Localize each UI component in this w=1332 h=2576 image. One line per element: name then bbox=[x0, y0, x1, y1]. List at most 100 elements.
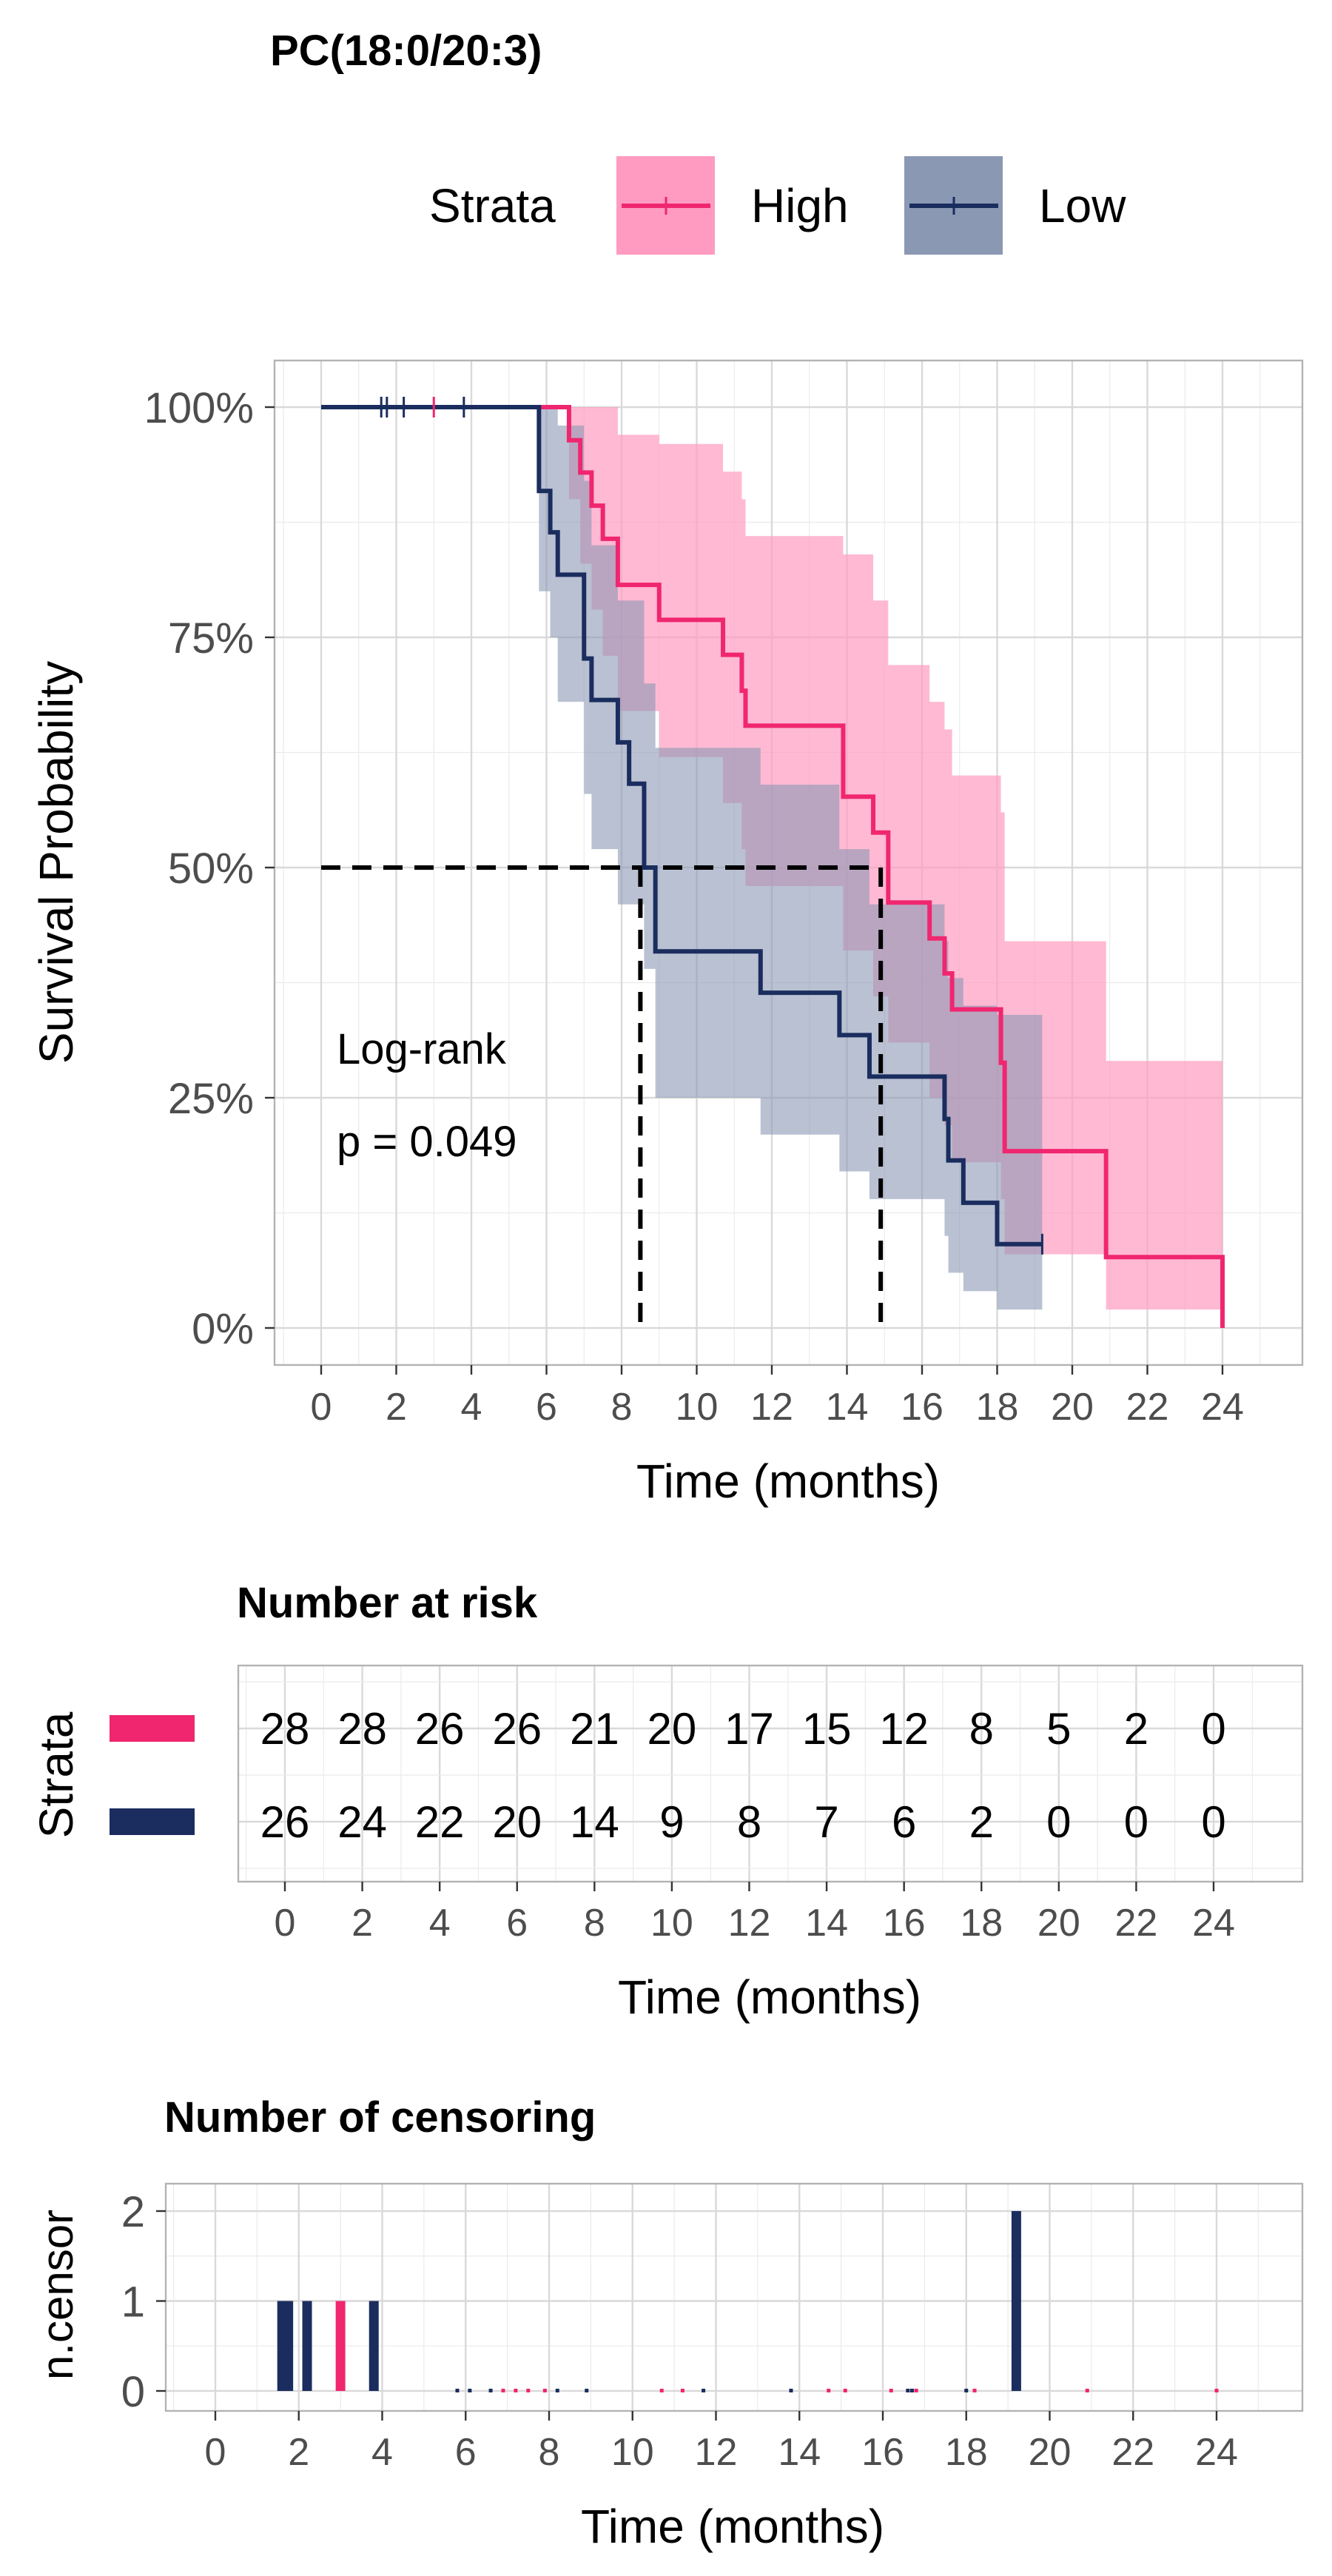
censor-bar-high bbox=[972, 2389, 977, 2392]
censor-bar-low bbox=[702, 2389, 706, 2392]
censor-bar-low bbox=[909, 2389, 914, 2392]
risk-cell-high: 26 bbox=[492, 1704, 542, 1754]
censor-bar-high bbox=[514, 2389, 518, 2392]
censor-bar-low bbox=[906, 2389, 910, 2392]
risk-title: Number at risk bbox=[237, 1579, 538, 1627]
risk-cell-high: 15 bbox=[802, 1704, 852, 1754]
censor-bar-low bbox=[369, 2301, 379, 2391]
risk-cell-high: 21 bbox=[570, 1704, 619, 1754]
risk-x-tick-label: 0 bbox=[275, 1902, 296, 1945]
censor-bar-low bbox=[302, 2301, 312, 2391]
risk-key-high bbox=[110, 1715, 195, 1742]
censor-x-tick-label: 20 bbox=[1029, 2431, 1072, 2474]
censor-x-tick-label: 0 bbox=[205, 2431, 226, 2474]
km-x-tick-label: 24 bbox=[1201, 1386, 1244, 1429]
km-confidence-bands bbox=[321, 407, 1222, 1310]
risk-x-tick-label: 12 bbox=[728, 1902, 771, 1945]
censor-y-label: n.censor bbox=[33, 2210, 82, 2380]
annotation-pvalue: p = 0.049 bbox=[337, 1118, 517, 1166]
risk-cell-low: 24 bbox=[337, 1797, 387, 1847]
censor-bar-high bbox=[542, 2389, 547, 2392]
risk-axes: 0 2 4 6 8 10 12 14 16 18 20 22 24 bbox=[275, 1882, 1235, 1945]
censor-x-tick-label: 24 bbox=[1195, 2431, 1238, 2474]
censor-bar-low bbox=[488, 2389, 493, 2392]
risk-x-tick-label: 2 bbox=[352, 1902, 373, 1945]
km-y-tick-label: 100% bbox=[144, 384, 254, 432]
risk-cell-high: 2 bbox=[1124, 1704, 1148, 1754]
censor-y-tick-label: 0 bbox=[121, 2368, 145, 2416]
km-curves bbox=[321, 405, 1225, 1328]
risk-x-tick-label: 22 bbox=[1114, 1902, 1157, 1945]
km-x-tick-label: 18 bbox=[976, 1386, 1019, 1429]
km-x-tick-label: 6 bbox=[536, 1386, 557, 1429]
legend-title: Strata bbox=[429, 179, 556, 232]
ci-band-low bbox=[321, 407, 1043, 1310]
risk-cell-low: 8 bbox=[737, 1797, 761, 1847]
risk-cell-high: 17 bbox=[724, 1704, 774, 1754]
censor-x-tick-label: 6 bbox=[455, 2431, 477, 2474]
risk-cells: 28 28 26 26 21 20 17 15 12 8 5 2 026 24 22 20 14 9 8 7 6 2 0 0 0 bbox=[260, 1704, 1226, 1847]
censor-bar-high bbox=[1214, 2389, 1219, 2392]
censor-x-tick-label: 8 bbox=[539, 2431, 560, 2474]
risk-x-tick-label: 20 bbox=[1037, 1902, 1080, 1945]
censor-bar-high bbox=[914, 2389, 918, 2392]
risk-cell-high: 20 bbox=[648, 1704, 697, 1754]
censor-x-tick-label: 18 bbox=[945, 2431, 988, 2474]
km-x-tick-label: 4 bbox=[461, 1386, 482, 1429]
censor-bar-low bbox=[585, 2389, 589, 2392]
risk-x-tick-label: 24 bbox=[1192, 1902, 1235, 1945]
legend-label-high: High bbox=[751, 179, 849, 232]
risk-cell-high: 5 bbox=[1046, 1704, 1071, 1754]
km-x-tick-label: 22 bbox=[1126, 1386, 1169, 1429]
km-y-tick-label: 0% bbox=[192, 1305, 254, 1353]
censor-bar-high bbox=[680, 2389, 684, 2392]
censor-x-tick-label: 16 bbox=[861, 2431, 904, 2474]
legend-label-low: Low bbox=[1039, 179, 1126, 232]
censor-bar-high bbox=[843, 2389, 847, 2392]
censor-title: Number of censoring bbox=[164, 2093, 596, 2141]
risk-cell-low: 7 bbox=[814, 1797, 838, 1847]
km-curve-high bbox=[321, 405, 1225, 1328]
censor-panel-border bbox=[164, 2182, 1304, 2412]
censor-bar-low bbox=[455, 2389, 460, 2392]
km-x-tick-label: 0 bbox=[311, 1386, 332, 1429]
risk-cell-high: 28 bbox=[260, 1704, 310, 1754]
censor-bar-high bbox=[1085, 2389, 1089, 2392]
km-x-tick-label: 14 bbox=[826, 1386, 869, 1429]
km-curve-low bbox=[321, 405, 1043, 1247]
censor-bar-low bbox=[964, 2389, 969, 2392]
km-y-tick-label: 50% bbox=[168, 845, 254, 893]
censor-x-label: Time (months) bbox=[581, 2500, 884, 2553]
censor-y-tick-label: 2 bbox=[121, 2188, 145, 2236]
censor-bars bbox=[277, 2211, 1219, 2392]
km-x-tick-label: 2 bbox=[386, 1386, 407, 1429]
censor-x-tick-label: 4 bbox=[371, 2431, 393, 2474]
censor-x-tick-label: 10 bbox=[611, 2431, 654, 2474]
km-title: PC(18:0/20:3) bbox=[270, 27, 542, 75]
risk-cell-low: 2 bbox=[969, 1797, 994, 1847]
risk-cell-low: 22 bbox=[415, 1797, 465, 1847]
km-y-tick-label: 25% bbox=[168, 1075, 254, 1123]
censor-x-tick-label: 22 bbox=[1111, 2431, 1154, 2474]
risk-x-tick-label: 6 bbox=[506, 1902, 528, 1945]
censor-bar-high bbox=[501, 2389, 505, 2392]
km-y-tick-label: 75% bbox=[168, 614, 254, 663]
risk-x-tick-label: 14 bbox=[805, 1902, 848, 1945]
censor-bar-low bbox=[283, 2301, 294, 2391]
risk-x-tick-label: 8 bbox=[584, 1902, 605, 1945]
risk-cell-high: 26 bbox=[415, 1704, 465, 1754]
risk-cell-high: 8 bbox=[969, 1704, 994, 1754]
risk-x-tick-label: 16 bbox=[883, 1902, 926, 1945]
annotation-logrank: Log-rank bbox=[337, 1025, 507, 1073]
km-axes: 0%25%50%75%100%0 2 4 6 8 10 12 14 16 18 20 22 24 bbox=[144, 384, 1244, 1429]
risk-table: Number at risk 28 28 26 26 21 20 17 15 12 8 5 2 026 2… bbox=[30, 1579, 1304, 2024]
risk-cell-low: 9 bbox=[659, 1797, 684, 1847]
risk-cell-high: 28 bbox=[337, 1704, 387, 1754]
risk-cell-low: 0 bbox=[1046, 1797, 1071, 1847]
km-x-tick-label: 20 bbox=[1051, 1386, 1094, 1429]
km-plot: PC(18:0/20:3) Strata High Low 0% 25% 50% 75… bbox=[30, 27, 1304, 1508]
km-x-tick-label: 16 bbox=[901, 1386, 944, 1429]
risk-cell-low: 0 bbox=[1124, 1797, 1148, 1847]
